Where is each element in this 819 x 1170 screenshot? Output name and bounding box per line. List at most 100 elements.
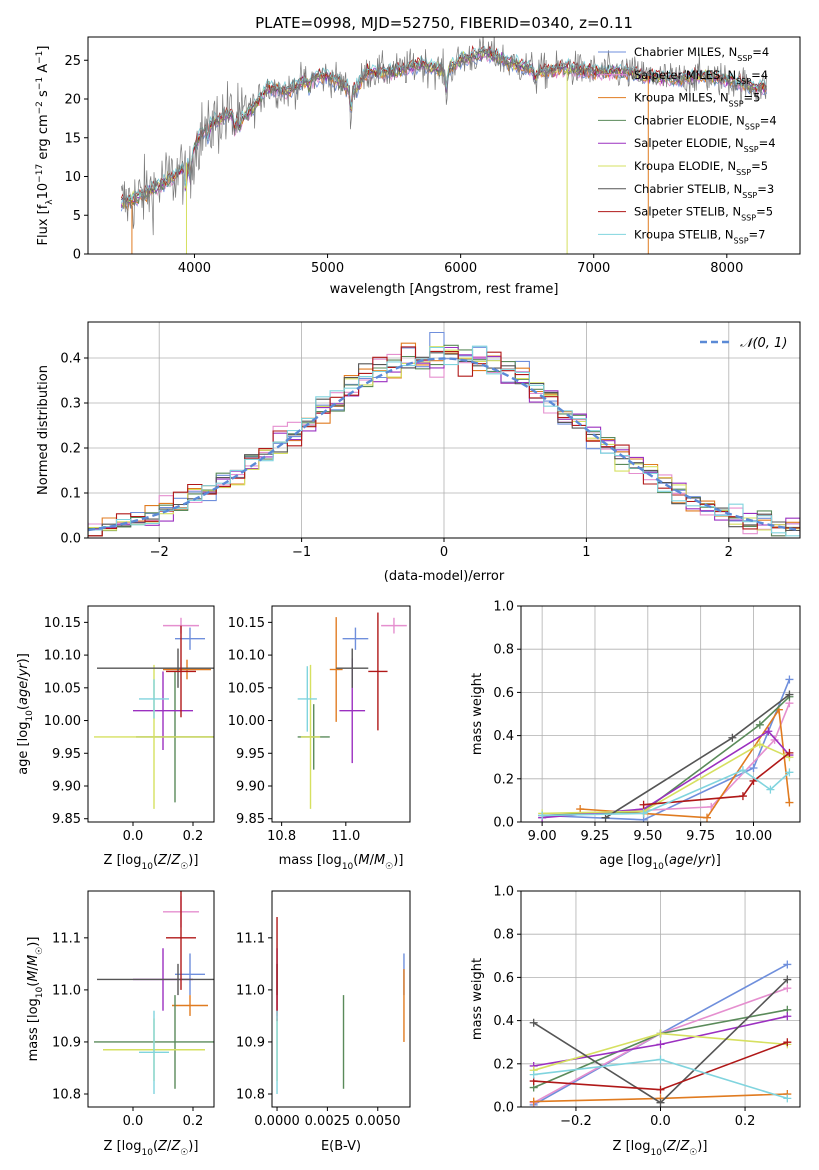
series-marker-7 <box>656 1085 665 1094</box>
y-tick-label: 20 <box>64 93 81 108</box>
x-tick-label: 10.8 <box>267 829 296 844</box>
y-tick-label: 5 <box>73 209 81 224</box>
x-axis-label: wavelength [Angstrom, rest frame] <box>330 282 559 297</box>
plot-area <box>276 917 405 1094</box>
x-tick-label: 5000 <box>311 261 344 276</box>
series-line-4 <box>542 730 790 819</box>
series-marker-8 <box>738 766 747 775</box>
legend-entry: Salpeter STELIB, NSSP=5 <box>634 205 773 223</box>
series-marker-7 <box>783 1038 792 1047</box>
y-tick-label: 0.8 <box>493 928 514 943</box>
y-tick-label: 10.15 <box>44 616 81 631</box>
x-axis-label: Z [log10(Z/Z☉)] <box>613 1139 708 1158</box>
x-tick-label: 0.2 <box>183 1114 204 1129</box>
series-marker-7 <box>738 792 747 801</box>
x-tick-label: 10.00 <box>735 829 772 844</box>
panel-mass_vs_EBV: 0.0000 0.0025 0.0050 10.8 10.9 11.0 11.1 E(B-V) <box>236 890 411 1154</box>
y-tick-label: 11.1 <box>52 931 81 946</box>
plot-area <box>529 960 792 1107</box>
x-tick-label: −1 <box>292 545 311 560</box>
axes-frame <box>271 890 411 1108</box>
y-tick-label: 1.0 <box>493 885 514 900</box>
y-tick-label: 15 <box>64 131 81 146</box>
y-tick-label: 0.8 <box>493 643 514 658</box>
y-tick-label: 0.2 <box>60 442 81 457</box>
legend-entry: Salpeter MILES, NSSP=4 <box>634 68 768 86</box>
panel-mass_weight_vs_age: 9.00 9.25 9.50 9.75 10.00 0.0 0.2 0.4 0.6 0.8 1.0 a… <box>470 600 801 872</box>
y-tick-label: 9.95 <box>236 747 265 762</box>
y-tick-label: 0.2 <box>493 1057 514 1072</box>
series-line-5 <box>542 743 790 815</box>
series-marker-6 <box>785 690 794 699</box>
series-marker-2 <box>785 798 794 807</box>
x-tick-label: 0.2 <box>735 1114 756 1129</box>
y-tick-label: 9.95 <box>52 747 81 762</box>
y-tick-label: 10.05 <box>44 681 81 696</box>
y-tick-label: 10.8 <box>52 1087 81 1102</box>
plot-area <box>94 891 214 1094</box>
y-tick-label: 0.2 <box>493 772 514 787</box>
y-tick-label: 25 <box>64 54 81 69</box>
x-axis-label: E(B-V) <box>321 1139 361 1154</box>
axes-frame <box>520 605 801 823</box>
x-tick-label: 7000 <box>577 261 610 276</box>
y-tick-label: 0.4 <box>60 352 81 367</box>
series-marker-6 <box>601 813 610 822</box>
series-marker-3 <box>755 720 764 729</box>
y-tick-label: 11.0 <box>236 983 265 998</box>
y-tick-label: 9.90 <box>52 780 81 795</box>
series-marker-8 <box>783 1094 792 1103</box>
plot-area <box>538 675 794 822</box>
x-tick-label: 2 <box>725 545 733 560</box>
series-marker-8 <box>766 785 775 794</box>
x-tick-label: 8000 <box>710 261 743 276</box>
x-axis-label: Z [log10(Z/Z☉)] <box>104 853 199 872</box>
panel-age_vs_mass: 10.8 11.0 9.85 9.90 9.95 10.00 10.05 10.10 10.15… <box>228 605 411 872</box>
y-tick-label: 0 <box>73 248 81 263</box>
y-tick-label: 0.4 <box>493 729 514 744</box>
legend-entry: Kroupa MILES, NSSP=5 <box>634 91 760 109</box>
series-marker-7 <box>785 748 794 757</box>
axes-frame <box>271 605 411 823</box>
series-marker-6 <box>783 975 792 984</box>
x-tick-label: 9.00 <box>528 829 557 844</box>
axes-frame <box>87 605 215 823</box>
x-axis-label: (data-model)/error <box>384 569 505 584</box>
y-axis-label: mass weight <box>470 673 485 755</box>
x-tick-label: 9.75 <box>686 829 715 844</box>
y-tick-label: 9.90 <box>236 780 265 795</box>
figure-title: PLATE=0998, MJD=52750, FIBERID=0340, z=0… <box>255 14 633 32</box>
series-marker-6 <box>728 733 737 742</box>
panel-residuals: −2 −1 0 1 2 0.0 0.1 0.2 0.3 0.4 (data-model)/error… <box>36 321 801 584</box>
y-tick-label: 10.00 <box>228 714 265 729</box>
panel-age_vs_Z: 0.0 0.2 9.85 9.90 9.95 10.00 10.05 10.10 10.15 Z … <box>16 605 215 872</box>
x-tick-label: 0.0 <box>650 1114 671 1129</box>
series-marker-6 <box>529 1018 538 1027</box>
histogram-8 <box>88 345 800 537</box>
axes-frame <box>87 890 215 1108</box>
y-tick-label: 10.15 <box>228 616 265 631</box>
series-marker-2 <box>529 1097 538 1106</box>
x-axis-label: age [log10(age/yr)] <box>599 853 721 872</box>
y-axis-label: Normed distribution <box>36 365 51 495</box>
plot-area <box>94 617 214 809</box>
series-marker-2 <box>576 805 585 814</box>
x-tick-label: 0.0000 <box>254 1114 300 1129</box>
y-tick-label: 0.4 <box>493 1014 514 1029</box>
legend-entry: Kroupa ELODIE, NSSP=5 <box>634 159 768 177</box>
series-marker-2 <box>703 813 711 822</box>
series-marker-7 <box>639 800 648 809</box>
series-marker-0 <box>749 764 758 772</box>
x-tick-label: 0.0 <box>123 1114 144 1129</box>
panel-mass_weight_vs_Z: −0.2 0.0 0.2 0.0 0.2 0.4 0.6 0.8 1.0 Z [log10(Z/Z… <box>470 885 801 1158</box>
series-line-0 <box>542 679 791 821</box>
plot-area <box>88 331 800 537</box>
series-marker-4 <box>764 727 773 736</box>
y-tick-label: 10.9 <box>236 1035 265 1050</box>
x-tick-label: 0.0050 <box>355 1114 401 1129</box>
series-marker-8 <box>529 1070 538 1079</box>
series-marker-8 <box>785 768 794 777</box>
series-marker-8 <box>639 809 648 818</box>
legend-entry: 𝒩(0, 1) <box>740 336 787 351</box>
